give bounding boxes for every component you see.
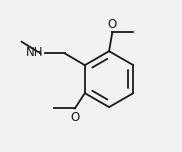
Text: NH: NH — [26, 46, 44, 59]
Text: O: O — [108, 18, 117, 31]
Text: O: O — [70, 111, 80, 124]
